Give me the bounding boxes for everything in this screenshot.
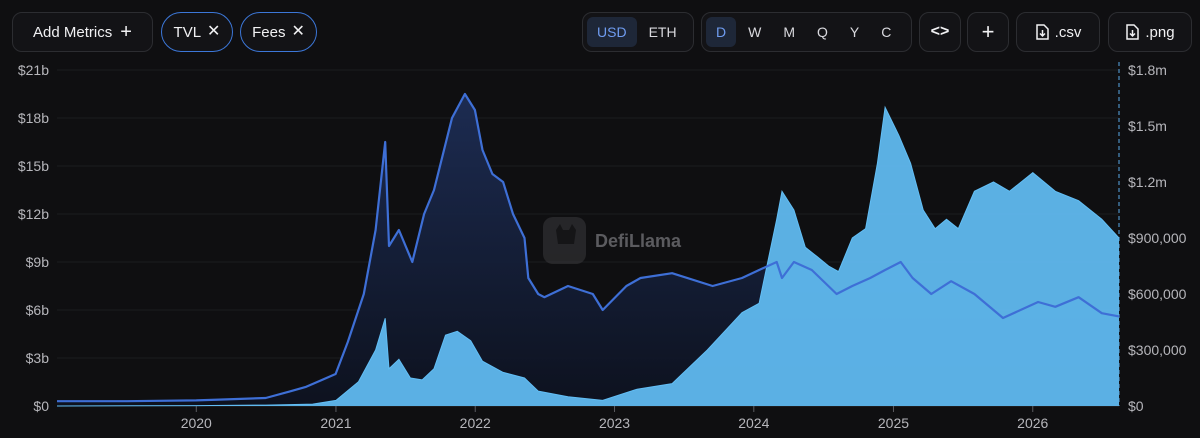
file-download-icon [1126,24,1140,40]
right-axis-tick-label: $900,000 [1128,230,1187,246]
left-y-axis: $0 $3b $6b $9b $12b $15b $18b $21b [18,62,49,414]
left-axis-tick-label: $12b [18,206,49,222]
metric-tag-tvl[interactable]: TVL ✕ [161,12,233,52]
x-axis-tick-label: 2022 [460,415,491,431]
interval-toggle: D W M Q Y C [701,12,912,52]
metric-tag-fees[interactable]: Fees ✕ [240,12,317,52]
interval-option-y[interactable]: Y [849,24,860,40]
x-axis-tick-label: 2026 [1017,415,1048,431]
file-download-icon [1035,24,1049,40]
right-axis-tick-label: $600,000 [1128,286,1187,302]
interval-option-q[interactable]: Q [817,24,828,40]
currency-option-eth[interactable]: ETH [648,24,677,40]
fees-area [57,107,1119,407]
fees-line [56,105,1120,407]
code-icon: <> [930,23,950,40]
add-metrics-button[interactable]: Add Metrics + [12,12,153,52]
right-axis-tick-label: $300,000 [1128,342,1187,358]
defillama-watermark: DefiLlama [543,217,682,264]
llama-logo-icon [543,217,586,264]
right-axis-tick-label: $0 [1128,398,1144,414]
left-axis-tick-label: $3b [26,350,50,366]
metric-tag-label: Fees [252,23,286,41]
csv-label: .csv [1054,23,1082,41]
currency-toggle: USD ETH [582,12,694,52]
left-axis-tick-label: $6b [26,302,50,318]
close-icon[interactable]: ✕ [291,23,305,40]
x-axis-tick-label: 2025 [878,415,909,431]
tvl-line [57,92,1120,403]
x-axis-tick-label: 2020 [181,415,212,431]
interval-option-w[interactable]: W [748,24,762,40]
interval-option-c[interactable]: C [881,24,892,40]
right-axis-tick-label: $1.8m [1128,62,1167,78]
left-axis-tick-label: $15b [18,158,49,174]
add-metrics-label: Add Metrics [33,23,113,41]
interval-option-d[interactable]: D [706,17,737,47]
x-axis-tick-label: 2024 [738,415,769,431]
close-icon[interactable]: ✕ [207,23,221,40]
x-axis-tick-label: 2021 [320,415,351,431]
right-axis-tick-label: $1.5m [1128,118,1167,134]
left-axis-tick-label: $21b [18,62,49,78]
plus-icon: + [120,21,132,43]
left-axis-tick-label: $9b [26,254,50,270]
left-axis-tick-label: $0 [33,398,49,414]
right-y-axis: $0 $300,000 $600,000 $900,000 $1.2m $1.5m $1.8… [1128,62,1187,414]
embed-button[interactable]: <> [919,12,961,52]
png-label: .png [1145,23,1175,41]
interval-option-m[interactable]: M [783,24,796,40]
x-axis-tick-label: 2023 [599,415,630,431]
plus-icon: + [981,19,995,44]
download-png-button[interactable]: .png [1108,12,1192,52]
currency-option-usd[interactable]: USD [587,17,637,47]
metric-tag-label: TVL [173,23,202,41]
download-csv-button[interactable]: .csv [1016,12,1100,52]
right-axis-tick-label: $1.2m [1128,174,1167,190]
add-chart-button[interactable]: + [967,12,1009,52]
chart-series [56,92,1120,407]
watermark-text: DefiLlama [595,231,682,251]
left-axis-tick-label: $18b [18,110,49,126]
